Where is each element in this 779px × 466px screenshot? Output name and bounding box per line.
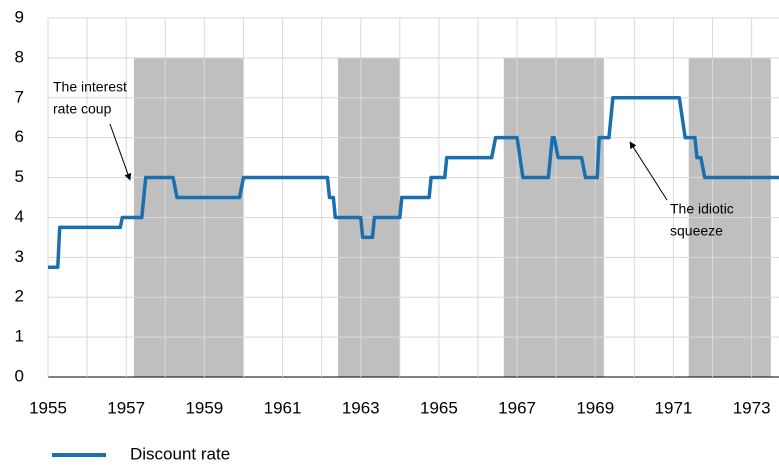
x-tick-label: 1973 [733,398,771,417]
y-tick-label: 0 [15,366,24,385]
annotation-arrow [109,123,132,181]
annotation: rate coup [53,101,112,117]
y-tick-label: 2 [15,287,24,306]
x-tick-label: 1971 [655,398,693,417]
x-tick-label: 1957 [107,398,145,417]
y-tick-label: 9 [15,7,24,26]
annotation: squeeze [670,223,723,239]
y-tick-label: 6 [15,127,24,146]
y-tick-label: 8 [15,47,24,66]
x-tick-label: 1967 [498,398,536,417]
x-tick-label: 1963 [342,398,380,417]
x-tick-label: 1955 [29,398,67,417]
x-tick-label: 1961 [264,398,302,417]
y-tick-label: 3 [15,247,24,266]
y-tick-label: 7 [15,87,24,106]
data-line [48,96,779,270]
y-tick-label: 5 [15,167,24,186]
y-tick-label: 1 [15,327,24,346]
annotation-arrow [629,141,668,201]
annotation: The idiotic [670,201,734,217]
x-tick-label: 1969 [576,398,614,417]
x-tick-label: 1959 [185,398,223,417]
x-tick-label: 1965 [420,398,458,417]
legend-label: Discount rate [130,444,230,463]
y-tick-label: 4 [15,207,24,226]
annotation: The interest [53,79,127,95]
